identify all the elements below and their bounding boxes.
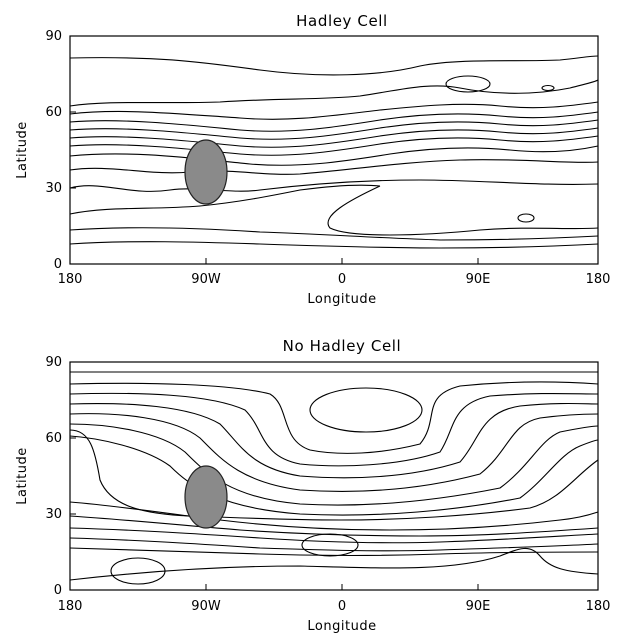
panel-hadley-cell: Hadley Cell bbox=[15, 12, 610, 307]
contour-line bbox=[327, 185, 599, 236]
contour-line bbox=[69, 135, 599, 156]
contour-line bbox=[69, 429, 599, 521]
y-axis-title: Latitude bbox=[15, 121, 30, 179]
obstacle-mountain bbox=[184, 139, 228, 205]
contour-closed bbox=[309, 387, 423, 433]
contour-line bbox=[69, 127, 599, 148]
contour-lines bbox=[69, 55, 599, 249]
x-ticks bbox=[69, 584, 599, 590]
y-tick-label: 60 bbox=[45, 431, 62, 446]
y-tick-label: 90 bbox=[45, 29, 62, 44]
x-axis-title: Longitude bbox=[307, 292, 376, 307]
contour-line bbox=[69, 79, 599, 107]
contour-closed bbox=[445, 75, 491, 93]
contour-closed bbox=[517, 213, 535, 223]
contour-line bbox=[69, 547, 599, 581]
x-tick-label: 180 bbox=[586, 599, 611, 614]
y-ticks bbox=[70, 361, 76, 591]
plot-frame bbox=[69, 35, 599, 265]
y-tick-label: 0 bbox=[54, 583, 62, 598]
contour-line bbox=[69, 381, 599, 454]
plot-frame bbox=[69, 361, 599, 591]
contour-line bbox=[69, 537, 599, 552]
x-tick-label: 90W bbox=[191, 272, 221, 287]
x-tick-label: 180 bbox=[58, 599, 83, 614]
contour-line bbox=[69, 179, 599, 192]
x-tick-label: 90E bbox=[466, 599, 491, 614]
panel-no-hadley-cell: No Hadley Cell bbox=[15, 337, 610, 634]
contour-line bbox=[69, 435, 599, 516]
contour-lines bbox=[69, 371, 599, 585]
y-tick-label: 60 bbox=[45, 105, 62, 120]
obstacle-mountain bbox=[184, 465, 228, 529]
panel-title: No Hadley Cell bbox=[283, 337, 402, 355]
contour-line bbox=[69, 501, 599, 531]
x-tick-label: 90W bbox=[191, 599, 221, 614]
contour-line bbox=[69, 413, 599, 492]
x-ticks bbox=[69, 258, 599, 264]
y-axis-title: Latitude bbox=[15, 447, 30, 505]
panel-title: Hadley Cell bbox=[296, 12, 388, 30]
contour-line bbox=[69, 184, 381, 215]
y-tick-label: 30 bbox=[45, 507, 62, 522]
contour-line bbox=[69, 547, 599, 557]
contour-line bbox=[69, 55, 599, 76]
contour-closed bbox=[541, 84, 555, 92]
contour-line bbox=[69, 145, 599, 166]
x-tick-label: 90E bbox=[466, 272, 491, 287]
contour-line bbox=[69, 119, 599, 140]
x-tick-label: 0 bbox=[338, 599, 346, 614]
contour-line bbox=[69, 101, 599, 120]
x-axis-title: Longitude bbox=[307, 619, 376, 634]
y-tick-label: 30 bbox=[45, 181, 62, 196]
contour-line bbox=[69, 527, 599, 544]
y-ticks bbox=[70, 35, 76, 265]
contour-line bbox=[69, 159, 599, 175]
contour-line bbox=[69, 241, 599, 249]
x-tick-label: 0 bbox=[338, 272, 346, 287]
contour-line bbox=[69, 111, 599, 132]
x-tick-label: 180 bbox=[58, 272, 83, 287]
contour-closed bbox=[110, 557, 166, 585]
contour-line bbox=[69, 423, 599, 506]
contour-closed bbox=[301, 533, 359, 557]
contour-line bbox=[69, 227, 599, 241]
contour-line bbox=[69, 392, 599, 467]
contour-line bbox=[69, 515, 599, 537]
y-tick-label: 0 bbox=[54, 257, 62, 272]
x-tick-label: 180 bbox=[586, 272, 611, 287]
contour-line bbox=[69, 402, 599, 479]
y-tick-label: 90 bbox=[45, 355, 62, 370]
